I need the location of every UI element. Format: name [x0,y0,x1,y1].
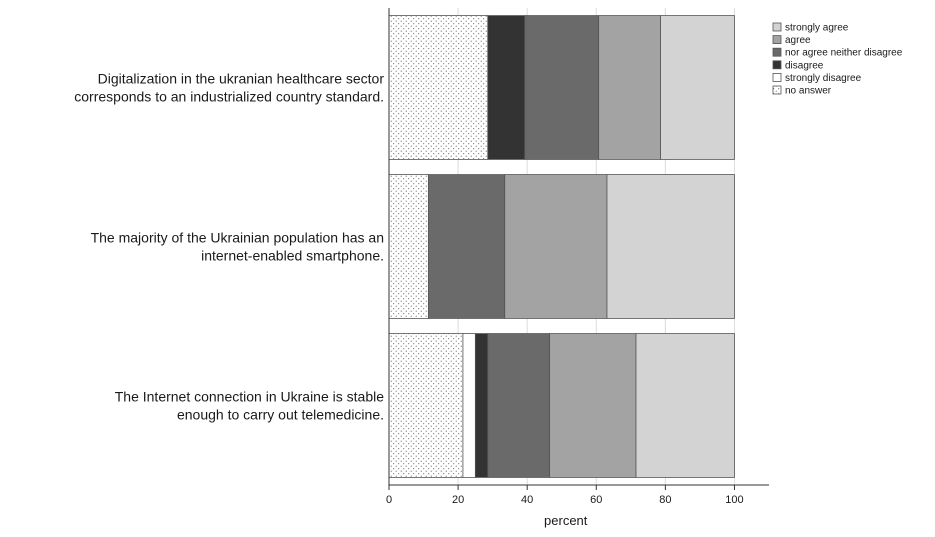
bar-3-strongly-agree [635,333,735,478]
legend-swatch-disagree [772,60,782,70]
category-label-1: Digitalization in the ukranian healthcar… [74,71,384,105]
bars [388,15,735,478]
bar-2-strongly-agree [606,174,735,319]
x-tick-label-80: 80 [659,494,671,506]
bar-3-disagree [474,333,489,478]
legend-swatch-strongly-disagree [772,73,782,82]
bar-3-agree [549,333,637,478]
x-tick-label-100: 100 [725,494,743,506]
bar-3-no-answer [388,333,464,478]
bar-1-agree [598,15,661,160]
legend-label-nor-agree-neither-disagree: nor agree neither disagree [785,48,903,59]
x-tick-label-60: 60 [590,494,602,506]
legend-swatch-no-answer [772,85,782,95]
legend-label-no-answer: no answer [785,86,832,97]
x-tick-label-0: 0 [386,494,392,506]
x-tick-label-20: 20 [452,494,464,506]
legend-swatch-agree [772,35,782,44]
category-labels: Digitalization in the ukranian healthcar… [74,71,384,423]
x-axis-title: percent [544,513,588,528]
bar-2-nor-agree-neither-disagree [427,174,506,319]
legend-swatch-strongly-agree [772,22,782,32]
legend-label-strongly-disagree: strongly disagree [785,73,862,84]
x-tick-label-40: 40 [521,494,533,506]
category-label-3: The Internet connection in Ukraine is st… [115,389,384,423]
bar-1-no-answer [388,15,489,160]
bar-3-strongly-disagree [462,333,476,478]
legend-swatch-nor-agree-neither-disagree [772,47,782,57]
legend-label-strongly-agree: strongly agree [785,23,849,34]
legend-label-agree: agree [785,35,811,46]
bar-3-nor-agree-neither-disagree [487,333,551,478]
bar-2-no-answer [388,174,429,319]
bar-2-agree [504,174,608,319]
bar-1-nor-agree-neither-disagree [524,15,600,160]
bar-1-strongly-agree [660,15,735,160]
category-label-2: The majority of the Ukrainian population… [91,230,384,264]
axes: 0 20 40 60 80 100 percent [386,8,769,528]
bar-1-disagree [487,15,526,160]
legend-label-disagree: disagree [785,60,824,71]
